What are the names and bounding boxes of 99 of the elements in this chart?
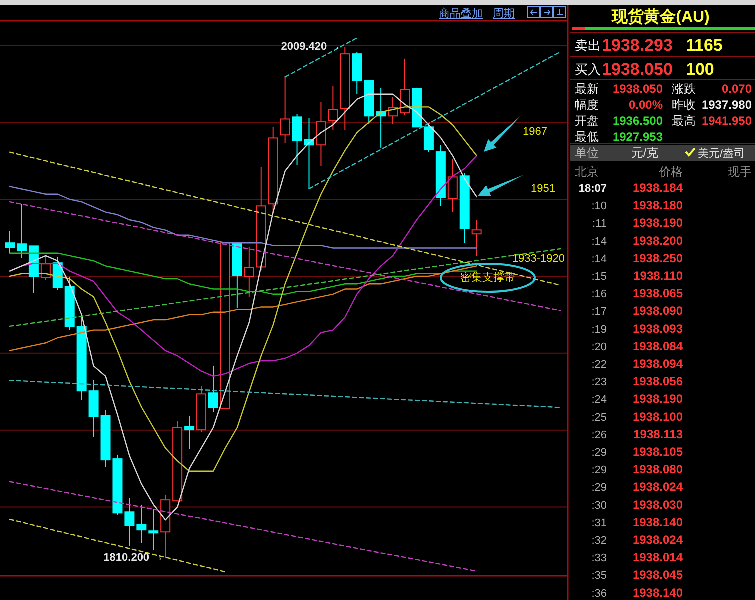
text: 1938.065 (632, 286, 684, 301)
text: 0.00% (628, 98, 664, 112)
text: 最高 (672, 114, 696, 128)
text: 1938.024 (632, 480, 684, 494)
text: 1938.293 (602, 36, 673, 55)
text: :33 (592, 552, 607, 565)
candlestick (40, 256, 51, 281)
annotation: 密集支撑带 (460, 271, 516, 284)
text: 现货黄金(AU) (611, 8, 710, 26)
text: 1938.090 (632, 304, 684, 318)
text: 元/克 (631, 146, 659, 160)
candlestick (5, 230, 15, 254)
text: 1165 (686, 36, 723, 55)
candlestick (472, 220, 482, 257)
text: :17 (592, 306, 607, 318)
text: 1938.140 (632, 586, 684, 600)
text: :26 (592, 429, 607, 442)
text: 最低 (575, 130, 599, 144)
text: 美元/盎司 (698, 147, 746, 160)
text: :36 (592, 588, 607, 600)
text: 0.070 (722, 82, 752, 96)
text: :22 (592, 359, 607, 371)
annotation: 1951 (531, 183, 556, 195)
text: 买入 (575, 62, 601, 77)
candlestick (208, 365, 218, 413)
text: 1938.140 (632, 515, 684, 530)
text: 1938.030 (632, 498, 684, 512)
text: :10 (592, 200, 607, 213)
text: 最新 (575, 82, 599, 96)
annotation: 1810.200 → (104, 552, 164, 564)
text: :24 (592, 394, 607, 406)
text: :16 (592, 288, 607, 301)
annotation: 2009.420 → (281, 41, 342, 54)
text: 涨跌 (672, 82, 696, 96)
candlestick (184, 415, 195, 450)
text: 1938.050 (612, 82, 664, 96)
candlestick (136, 504, 147, 544)
candlestick (328, 86, 338, 130)
text: 1938.190 (632, 392, 684, 406)
text: :11 (592, 218, 607, 230)
text: 幅度 (575, 98, 599, 112)
text: 1938.200 (632, 234, 684, 248)
text: :19 (592, 324, 607, 336)
text: 周期 (493, 8, 515, 20)
text: 1936.500 (612, 114, 664, 128)
text: 18:07 (578, 183, 607, 195)
annotation: 1933-1920 (512, 253, 565, 265)
candlestick (424, 124, 434, 153)
text: :29 (592, 482, 607, 494)
candlestick (448, 158, 458, 213)
candlestick (16, 204, 27, 258)
text: 1938.180 (632, 198, 684, 213)
text: :30 (592, 500, 607, 512)
text: 1938.050 (602, 60, 673, 79)
text: :14 (592, 253, 607, 266)
text: :29 (592, 464, 607, 477)
text: 1938.250 (632, 251, 684, 266)
text: 1938.014 (632, 550, 684, 565)
text: 1938.045 (632, 568, 684, 582)
candlestick (148, 508, 159, 551)
text: 1938.110 (634, 269, 684, 283)
text: :31 (592, 517, 607, 530)
text: :20 (592, 341, 607, 354)
text: 1937.980 (702, 98, 752, 112)
candlestick (292, 114, 302, 166)
text: 现手 (728, 165, 752, 179)
text: :23 (592, 376, 607, 389)
text: 1938.080 (632, 462, 684, 477)
text: 1938.190 (632, 216, 684, 230)
text: :14 (592, 236, 607, 248)
text: 1938.024 (632, 533, 684, 547)
text: 开盘 (575, 114, 599, 128)
text: 1938.084 (632, 339, 684, 354)
text: 昨收 (672, 98, 696, 112)
text: 1938.100 (632, 410, 684, 424)
text: 1938.113 (634, 427, 684, 442)
text: :35 (592, 570, 607, 582)
text: 卖出 (575, 38, 601, 53)
candlestick (244, 246, 254, 298)
text: 1938.105 (632, 445, 684, 459)
text: 1938.184 (632, 181, 684, 195)
text: 单位 (575, 146, 599, 160)
text: :32 (592, 535, 607, 547)
text: 北京 (575, 165, 599, 179)
text: 价格 (658, 165, 683, 179)
text: :15 (592, 271, 607, 283)
text: 1938.093 (632, 322, 684, 336)
text: 1938.094 (632, 357, 684, 371)
text: 1941.950 (702, 114, 752, 128)
candlestick (124, 498, 135, 546)
text: 100 (686, 60, 714, 79)
candlestick (280, 76, 290, 144)
text: :25 (592, 412, 607, 424)
text: 商品叠加 (439, 7, 483, 20)
annotation: 1967 (523, 126, 548, 138)
candlestick (316, 102, 326, 167)
text: :29 (592, 447, 607, 459)
text: 1938.056 (632, 374, 684, 389)
text: 1927.953 (612, 130, 664, 144)
